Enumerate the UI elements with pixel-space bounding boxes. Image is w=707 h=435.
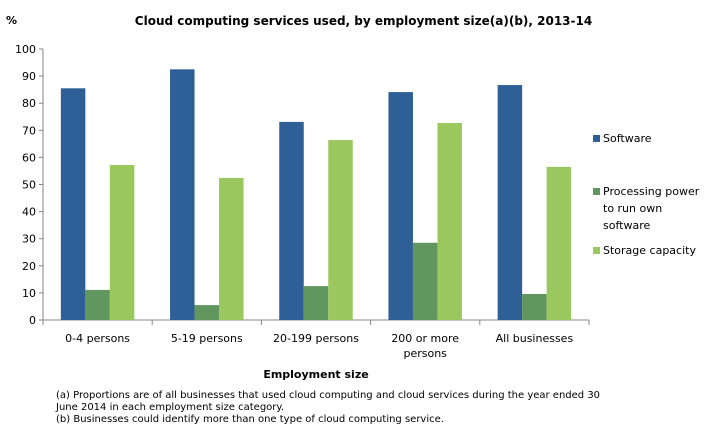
y-tick-label: 20 <box>22 260 36 273</box>
bar <box>328 140 353 320</box>
bar <box>303 286 329 320</box>
footnote-b: (b) Businesses could identify more than … <box>56 414 444 425</box>
y-tick-label: 90 <box>22 70 36 83</box>
chart-title: Cloud computing services used, by employ… <box>134 14 593 28</box>
y-tick-label: 30 <box>22 233 36 246</box>
y-tick-label: 40 <box>22 206 36 219</box>
bar <box>109 164 135 320</box>
x-tick-label: All businesses <box>496 332 574 345</box>
bar <box>412 242 438 320</box>
y-axis-label: % <box>6 14 18 27</box>
bar <box>60 88 86 320</box>
legend-swatch <box>593 188 600 195</box>
footnotes: (a) Proportions are of all businesses th… <box>56 390 616 426</box>
bar <box>194 305 220 320</box>
y-tick-label: 10 <box>22 287 36 300</box>
x-axis-label: Employment size <box>263 368 369 381</box>
legend-swatch <box>593 135 600 142</box>
bar <box>546 166 572 320</box>
legend-swatch <box>593 247 600 254</box>
bar <box>497 85 523 320</box>
legend-item-processing: Processing power to run own software <box>593 183 701 234</box>
x-tick-label: 0-4 persons <box>65 332 130 345</box>
y-tick-label: 100 <box>15 43 36 56</box>
bar <box>522 293 547 320</box>
y-tick-label: 60 <box>22 151 36 164</box>
x-tick-label: 20-199 persons <box>273 332 359 345</box>
y-tick-label: 50 <box>22 179 36 192</box>
bar <box>170 69 195 320</box>
legend-item-software: Software <box>593 130 703 148</box>
x-tick-label: 5-19 persons <box>171 332 243 345</box>
bar <box>219 177 244 320</box>
legend-item-storage: Storage capacity <box>593 242 703 260</box>
bar <box>437 122 462 320</box>
y-tick-label: 80 <box>22 97 36 110</box>
bar <box>388 92 413 321</box>
plot-area: 0 10 20 30 40 50 60 70 80 90 100 0-4 persons 5-19 pe… <box>15 43 590 360</box>
x-tick-label: 200 or more persons <box>391 332 459 360</box>
y-tick-label: 0 <box>29 314 36 327</box>
footnote-a: (a) Proportions are of all businesses th… <box>56 390 601 413</box>
bar <box>279 121 304 320</box>
y-tick-label: 70 <box>22 124 36 137</box>
bar <box>85 289 110 320</box>
